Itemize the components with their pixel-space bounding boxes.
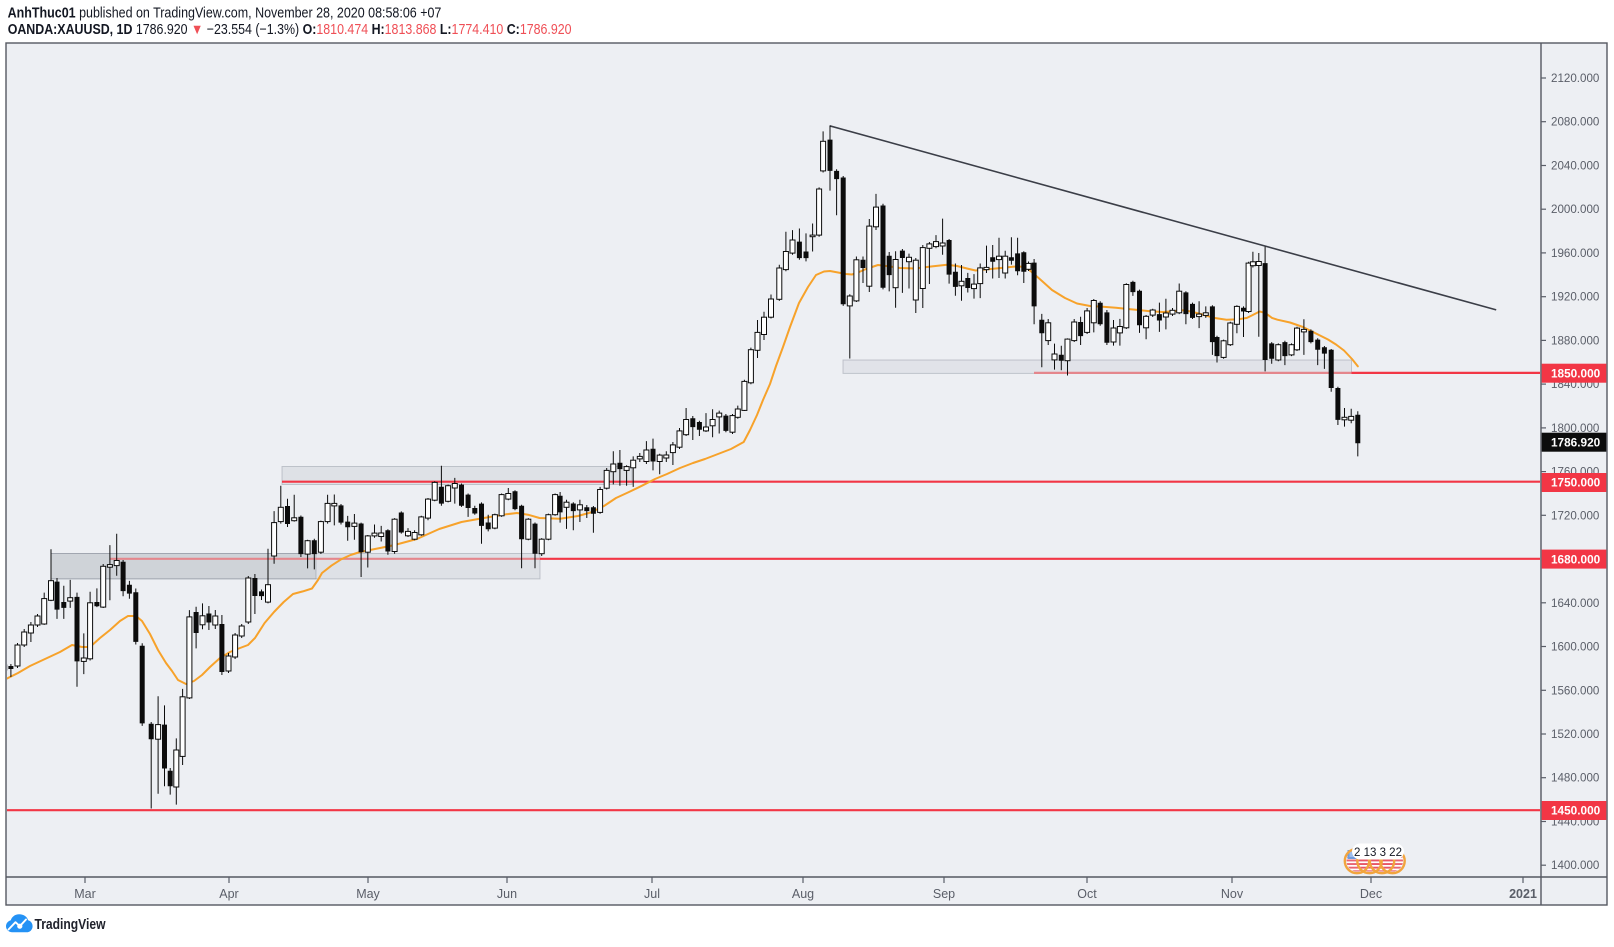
svg-text:2000.000: 2000.000: [1551, 203, 1599, 216]
svg-text:1480.000: 1480.000: [1551, 772, 1599, 785]
svg-text:May: May: [356, 887, 380, 901]
svg-text:1640.000: 1640.000: [1551, 597, 1599, 610]
svg-text:2 13 3 22: 2 13 3 22: [1354, 847, 1402, 859]
svg-text:1800.000: 1800.000: [1551, 422, 1599, 435]
svg-text:Jul: Jul: [644, 887, 660, 901]
svg-text:1560.000: 1560.000: [1551, 684, 1599, 697]
svg-text:1520.000: 1520.000: [1551, 728, 1599, 741]
svg-text:AnhThuc01 published on Trading: AnhThuc01 published on TradingView.com, …: [8, 5, 442, 21]
svg-text:1920.000: 1920.000: [1551, 291, 1599, 304]
svg-text:Sep: Sep: [933, 887, 955, 901]
svg-text:Aug: Aug: [792, 887, 814, 901]
svg-text:OANDA:XAUUSD, 1D 1786.920 ▼ −: OANDA:XAUUSD, 1D 1786.920 ▼ −23.554 (−1.…: [8, 21, 572, 37]
svg-text:2080.000: 2080.000: [1551, 116, 1599, 129]
svg-text:2040.000: 2040.000: [1551, 160, 1599, 173]
svg-text:1600.000: 1600.000: [1551, 641, 1599, 654]
svg-text:TradingView: TradingView: [35, 916, 106, 933]
svg-text:2021: 2021: [1509, 887, 1537, 901]
svg-text:2120.000: 2120.000: [1551, 72, 1599, 85]
svg-text:Oct: Oct: [1077, 887, 1097, 901]
svg-text:Apr: Apr: [219, 887, 238, 901]
svg-text:1786.920: 1786.920: [1551, 435, 1601, 449]
svg-text:1720.000: 1720.000: [1551, 509, 1599, 522]
svg-text:Nov: Nov: [1221, 887, 1244, 901]
svg-text:1400.000: 1400.000: [1551, 859, 1599, 872]
svg-text:Jun: Jun: [497, 887, 517, 901]
svg-text:1680.000: 1680.000: [1551, 552, 1601, 566]
svg-text:Dec: Dec: [1360, 887, 1382, 901]
svg-text:1450.000: 1450.000: [1551, 804, 1601, 818]
svg-text:1850.000: 1850.000: [1551, 366, 1601, 380]
svg-text:1960.000: 1960.000: [1551, 247, 1599, 260]
svg-text:1880.000: 1880.000: [1551, 334, 1599, 347]
svg-text:1750.000: 1750.000: [1551, 476, 1601, 490]
svg-text:Mar: Mar: [74, 887, 96, 901]
